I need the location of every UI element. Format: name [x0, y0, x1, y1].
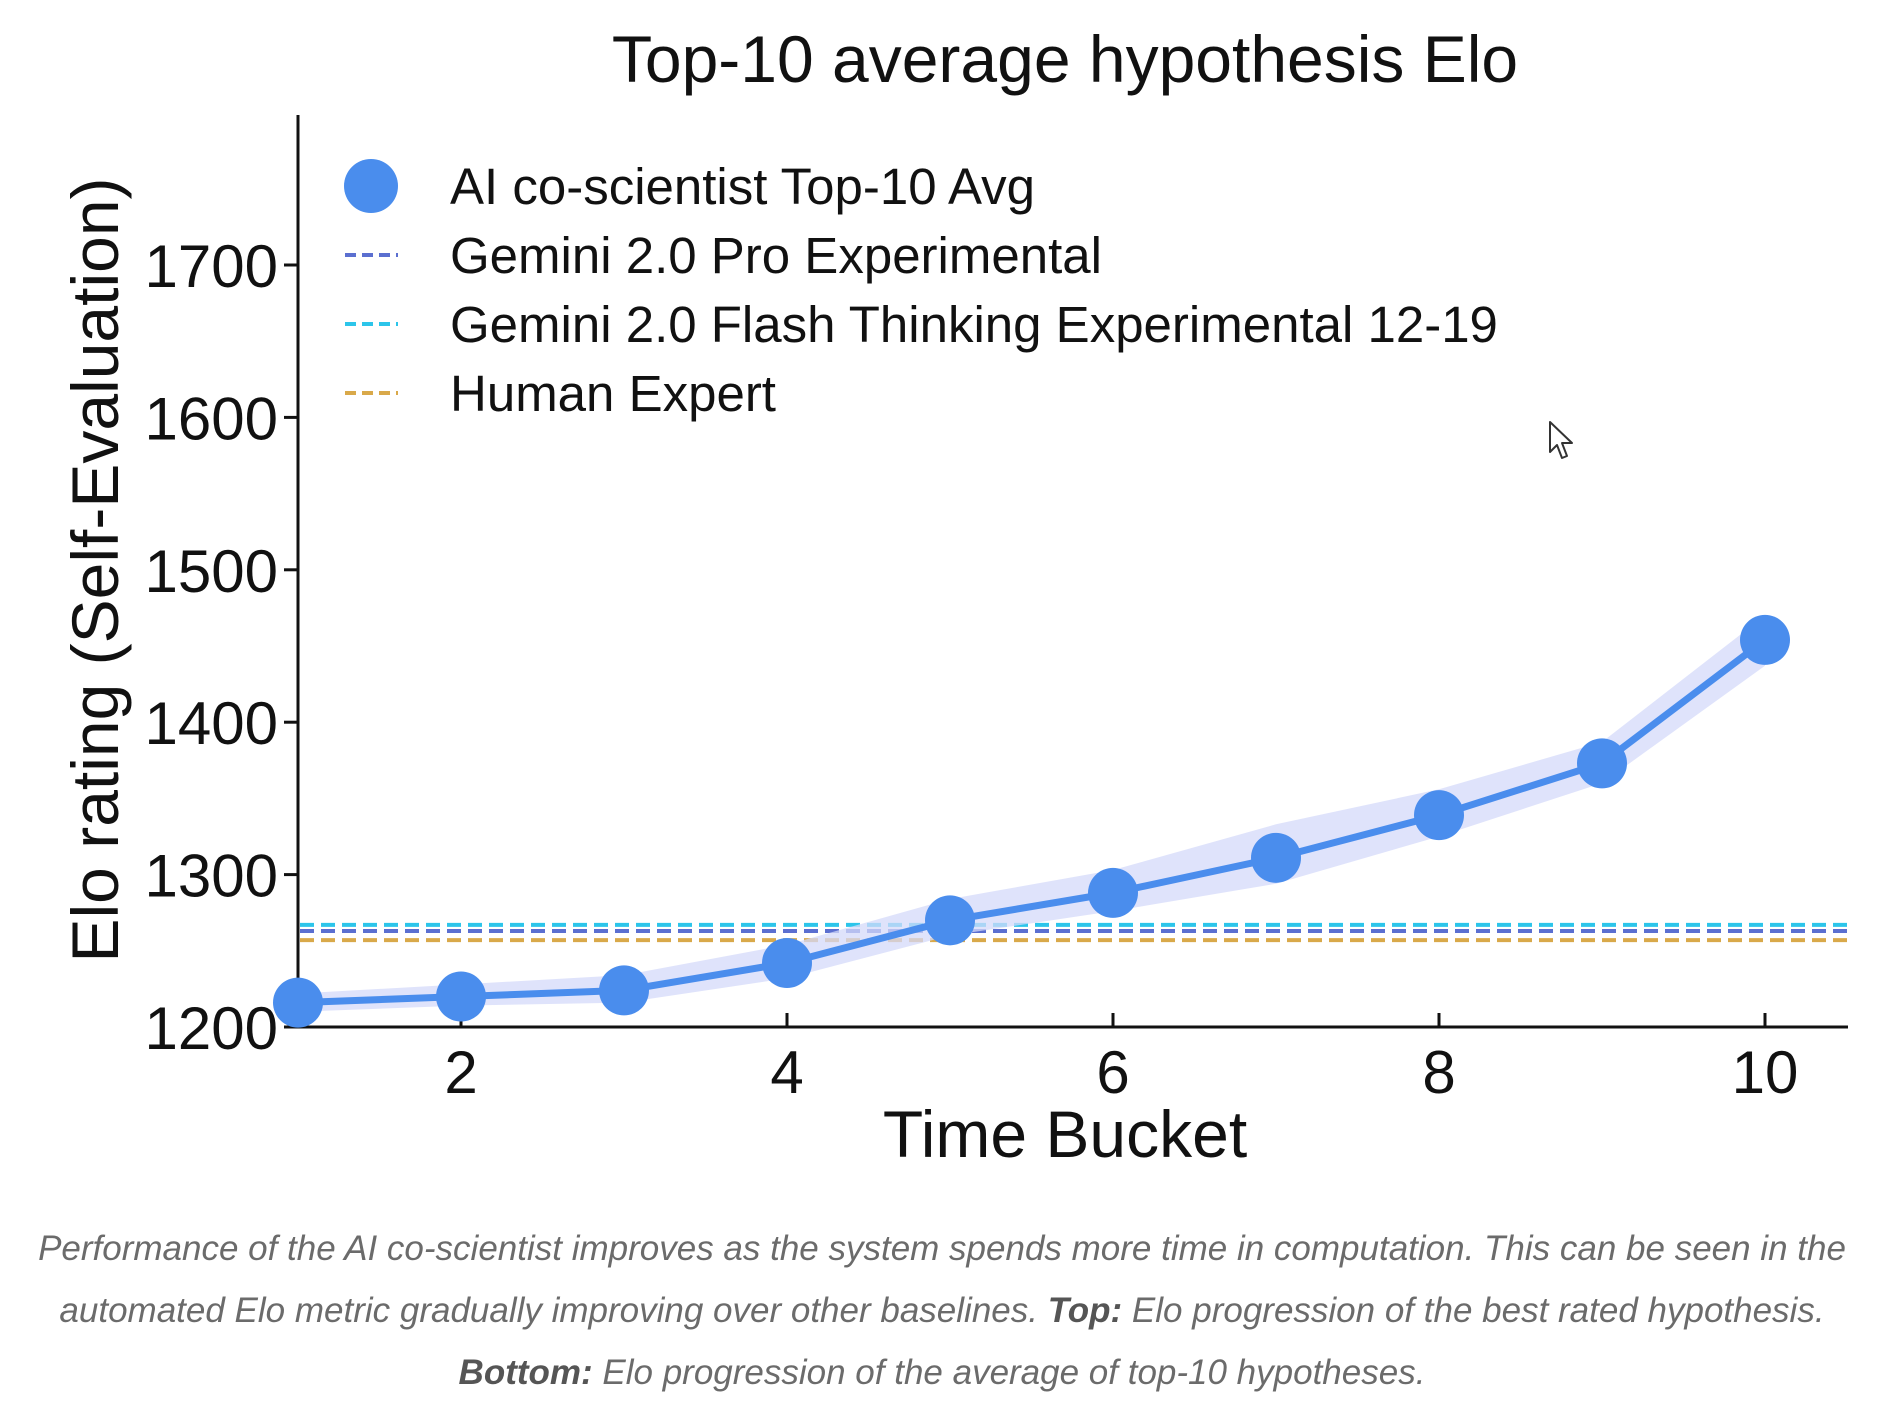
- caption-text-2: Elo progression of the best rated hypoth…: [1122, 1291, 1825, 1330]
- y-axis-label: Elo rating (Self-Evaluation): [58, 177, 132, 962]
- data-point: [273, 977, 323, 1028]
- series-line: [297, 637, 1768, 1007]
- data-point: [925, 895, 975, 946]
- x-axis-label: Time Bucket: [883, 1097, 1247, 1171]
- figure-caption: Performance of the AI co-scientist impro…: [20, 1218, 1864, 1404]
- baseline-lines: [300, 922, 1848, 943]
- caption-bold-bottom: Bottom:: [458, 1353, 593, 1392]
- data-point: [762, 937, 812, 988]
- data-point: [1740, 614, 1790, 665]
- caption-text-1: Performance of the AI co-scientist impro…: [38, 1229, 1846, 1330]
- chart: Top-10 average hypothesis Elo 1200 1300 14…: [58, 22, 1848, 1171]
- y-tick-label: 1200: [145, 995, 278, 1062]
- data-point: [436, 971, 486, 1022]
- x-tick-label: 4: [770, 1039, 803, 1106]
- legend-label: Gemini 2.0 Pro Experimental: [450, 227, 1102, 284]
- data-point: [1088, 867, 1138, 918]
- data-point: [599, 965, 649, 1016]
- legend-label: Human Expert: [450, 365, 776, 422]
- y-tick-label: 1400: [145, 690, 278, 757]
- chart-title: Top-10 average hypothesis Elo: [612, 22, 1518, 96]
- caption-bold-top: Top:: [1047, 1291, 1123, 1330]
- axes: 1200 1300 1400 1500 1600 1700 2 4 6 8 10: [145, 115, 1848, 1106]
- data-point: [1251, 832, 1301, 883]
- y-tick-label: 1700: [145, 233, 278, 300]
- x-tick-label: 2: [444, 1039, 477, 1106]
- x-tick-label: 10: [1732, 1039, 1799, 1106]
- y-tick-label: 1500: [145, 538, 278, 605]
- legend-marker: [344, 159, 398, 213]
- series-ai-co-scientist: [273, 614, 1790, 1028]
- x-tick-label: 6: [1096, 1039, 1129, 1106]
- confidence-band: [298, 615, 1765, 1012]
- y-tick-label: 1300: [145, 843, 278, 910]
- y-tick-label: 1600: [145, 385, 278, 452]
- caption-text-3: Elo progression of the average of top-10…: [592, 1353, 1426, 1392]
- mouse-cursor-icon: [1549, 421, 1573, 459]
- legend-label: Gemini 2.0 Flash Thinking Experimental 1…: [450, 296, 1498, 353]
- legend: AI co-scientist Top-10 Avg Gemini 2.0 Pro…: [344, 158, 1498, 422]
- data-point: [1414, 790, 1464, 841]
- data-point: [1577, 738, 1627, 789]
- legend-label: AI co-scientist Top-10 Avg: [450, 158, 1035, 215]
- x-tick-label: 8: [1422, 1039, 1455, 1106]
